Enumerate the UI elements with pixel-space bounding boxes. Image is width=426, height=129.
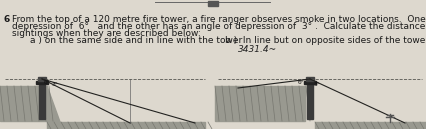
Polygon shape [0,86,47,121]
Text: b )  In line but on opposite sides of the tower: b ) In line but on opposite sides of the… [225,36,426,45]
Text: 6: 6 [3,15,9,24]
Bar [307,84,313,119]
Polygon shape [47,86,60,129]
Text: From the top of a 120 metre fire tower, a fire ranger observes smoke in two loca: From the top of a 120 metre fire tower, … [12,15,426,24]
Polygon shape [215,86,305,121]
Bar [304,81,316,84]
Bar [306,77,314,81]
Bar [38,77,46,81]
Bar [208,1,218,6]
Text: 3431.4~: 3431.4~ [238,45,277,54]
Bar [36,81,48,84]
Text: 6°: 6° [44,80,51,85]
Text: 3°: 3° [313,82,320,87]
Text: a ) on the same side and in line with the tower: a ) on the same side and in line with th… [30,36,242,45]
Text: sightings when they are described below:: sightings when they are described below: [12,29,201,38]
Text: 6°: 6° [298,80,305,85]
Polygon shape [47,122,205,129]
Bar [39,84,45,119]
Text: 3°: 3° [51,82,58,87]
Text: depression of  6°   and the other has an angle of depression of  3° .  Calculate: depression of 6° and the other has an an… [12,22,426,31]
Polygon shape [315,122,426,129]
